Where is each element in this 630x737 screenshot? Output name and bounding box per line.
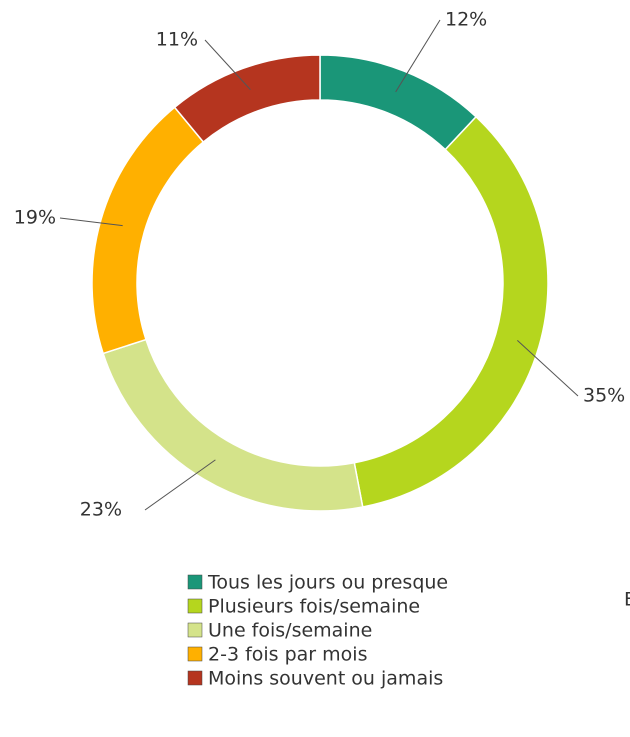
legend-label: Tous les jours ou presque — [207, 572, 448, 594]
legend-label: Plusieurs fois/semaine — [208, 596, 420, 618]
leader-line — [59, 217, 123, 227]
legend-swatch — [187, 670, 203, 686]
data-label: 19% — [14, 207, 56, 229]
annotation: E — [624, 589, 630, 611]
legend-label: Moins souvent ou jamais — [208, 668, 443, 690]
legend-label: 2-3 fois par mois — [208, 644, 367, 666]
leader-line — [395, 19, 441, 93]
leader-line — [517, 339, 579, 397]
donut-segment — [91, 106, 205, 355]
donut-segment — [173, 54, 321, 144]
data-label: 11% — [156, 29, 198, 51]
legend-swatch — [187, 574, 203, 590]
legend-swatch — [187, 598, 203, 614]
donut-segment — [353, 115, 549, 508]
leader-line — [144, 459, 216, 511]
legend-label: Une fois/semaine — [208, 620, 372, 642]
donut-segment — [319, 54, 478, 151]
data-label: 23% — [80, 499, 122, 521]
leader-line — [204, 39, 251, 90]
legend-swatch — [187, 646, 203, 662]
data-label: 12% — [445, 9, 487, 31]
donut-segment — [102, 338, 364, 512]
legend-swatch — [187, 622, 203, 638]
data-label: 35% — [583, 385, 625, 407]
